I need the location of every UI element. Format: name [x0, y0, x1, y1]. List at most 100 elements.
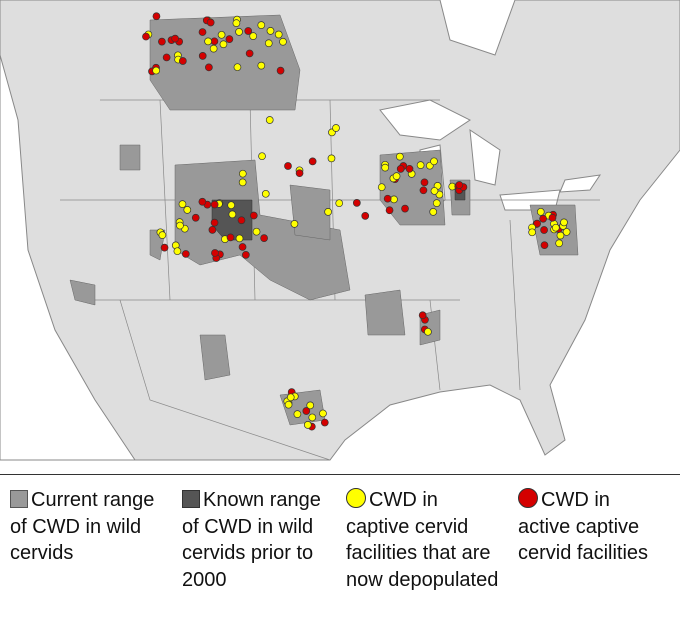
facility-dot — [264, 39, 273, 48]
facility-dot — [235, 234, 244, 243]
facility-dot — [432, 199, 441, 208]
facility-dot — [219, 40, 228, 49]
facility-dot — [244, 27, 253, 35]
facility-dot — [238, 178, 247, 187]
facility-dot — [284, 400, 293, 409]
facility-dot — [320, 418, 329, 427]
facility-dot — [416, 161, 425, 169]
legend-label: CWD in captive cervid facilities that ar… — [346, 489, 499, 591]
facility-dot — [430, 187, 439, 195]
facility-dot — [210, 37, 219, 46]
facility-dot — [183, 206, 192, 214]
facility-dot — [198, 197, 207, 206]
facility-dot — [226, 233, 235, 242]
facility-dot — [142, 32, 150, 41]
facility-dot — [361, 211, 370, 220]
facility-dot — [429, 208, 438, 216]
facility-dot — [303, 421, 312, 429]
facility-dot — [284, 162, 292, 170]
pacific — [0, 54, 136, 461]
facility-dot — [395, 152, 404, 161]
facility-dot — [178, 57, 187, 65]
legend-item: CWD in captive cervid facilities that ar… — [346, 487, 506, 593]
facility-dot — [261, 189, 270, 198]
facility-dot — [352, 199, 361, 207]
facility-dot — [176, 221, 184, 230]
legend-swatch — [10, 490, 28, 508]
facility-dot — [257, 61, 266, 70]
facility-dot — [225, 35, 234, 43]
legend-swatch — [346, 488, 366, 508]
facility-dot — [178, 200, 187, 208]
facility-dot — [560, 218, 568, 227]
legend-label: CWD in active captive cervid facilities — [518, 489, 649, 564]
facility-dot — [540, 226, 548, 234]
legend-swatch — [518, 488, 538, 508]
facility-dot — [204, 37, 212, 46]
facility-dot — [210, 218, 219, 227]
facility-dot — [198, 28, 207, 36]
facility-dot — [324, 208, 332, 216]
facility-dot — [551, 223, 560, 232]
facility-dot — [556, 231, 565, 240]
legend-item: CWD in active captive cervid facilities — [518, 487, 658, 567]
facility-dot — [385, 206, 394, 215]
facility-dot — [249, 32, 258, 40]
facility-dot — [392, 172, 401, 181]
facility-dot — [424, 327, 432, 336]
facility-dot — [418, 311, 427, 320]
facility-dot — [181, 250, 190, 258]
facility-dot — [210, 200, 219, 209]
facility-dot — [401, 204, 409, 213]
facility-dot — [206, 18, 215, 27]
facility-dot — [171, 34, 179, 43]
map — [0, 0, 680, 461]
legend-label: Known range of CWD in wild cervids prior… — [182, 489, 321, 591]
facility-dot — [302, 407, 311, 415]
facility-dot — [191, 213, 200, 222]
facility-dot — [257, 21, 266, 29]
facility-dot — [562, 228, 571, 236]
facility-dot — [276, 66, 285, 75]
facility-dot — [290, 220, 299, 228]
facility-dot — [383, 194, 392, 203]
facility-dot — [405, 164, 414, 173]
facility-dot — [540, 241, 549, 250]
facility-dot — [319, 409, 327, 418]
facility-dot — [555, 239, 563, 248]
facility-dot — [233, 63, 242, 72]
facility-dot — [228, 210, 237, 219]
facility-dot — [152, 12, 161, 21]
facility-dot — [209, 44, 218, 53]
facility-dot — [158, 37, 166, 46]
facility-dot — [327, 154, 336, 163]
facility-dot — [533, 219, 541, 228]
facility-dot — [308, 157, 317, 166]
facility-dot — [286, 393, 295, 402]
facility-dot — [260, 234, 268, 242]
facility-dot — [235, 27, 243, 36]
facility-dot — [158, 231, 167, 239]
facility-dot — [258, 152, 266, 161]
facility-dot — [308, 413, 317, 422]
facility-dot — [238, 243, 247, 251]
facility-dot — [173, 247, 182, 256]
facility-dot — [265, 116, 274, 124]
facility-dot — [266, 27, 275, 35]
legend-item: Known range of CWD in wild cervids prior… — [182, 487, 327, 593]
facility-dot — [430, 157, 438, 166]
facility-dot — [237, 216, 246, 225]
facility-dot — [539, 214, 547, 223]
legend: Current range of CWD in wild cervids Kno… — [0, 474, 680, 631]
facility-dot — [420, 178, 429, 187]
facility-dot — [335, 199, 344, 208]
facility-dot — [274, 30, 283, 39]
facility-dot — [211, 249, 219, 257]
facility-dot — [152, 66, 160, 75]
facility-dot — [332, 124, 340, 132]
facility-dot — [306, 401, 315, 410]
facility-dot — [396, 165, 405, 173]
facility-dot — [381, 163, 390, 172]
facility-dot — [198, 52, 207, 60]
